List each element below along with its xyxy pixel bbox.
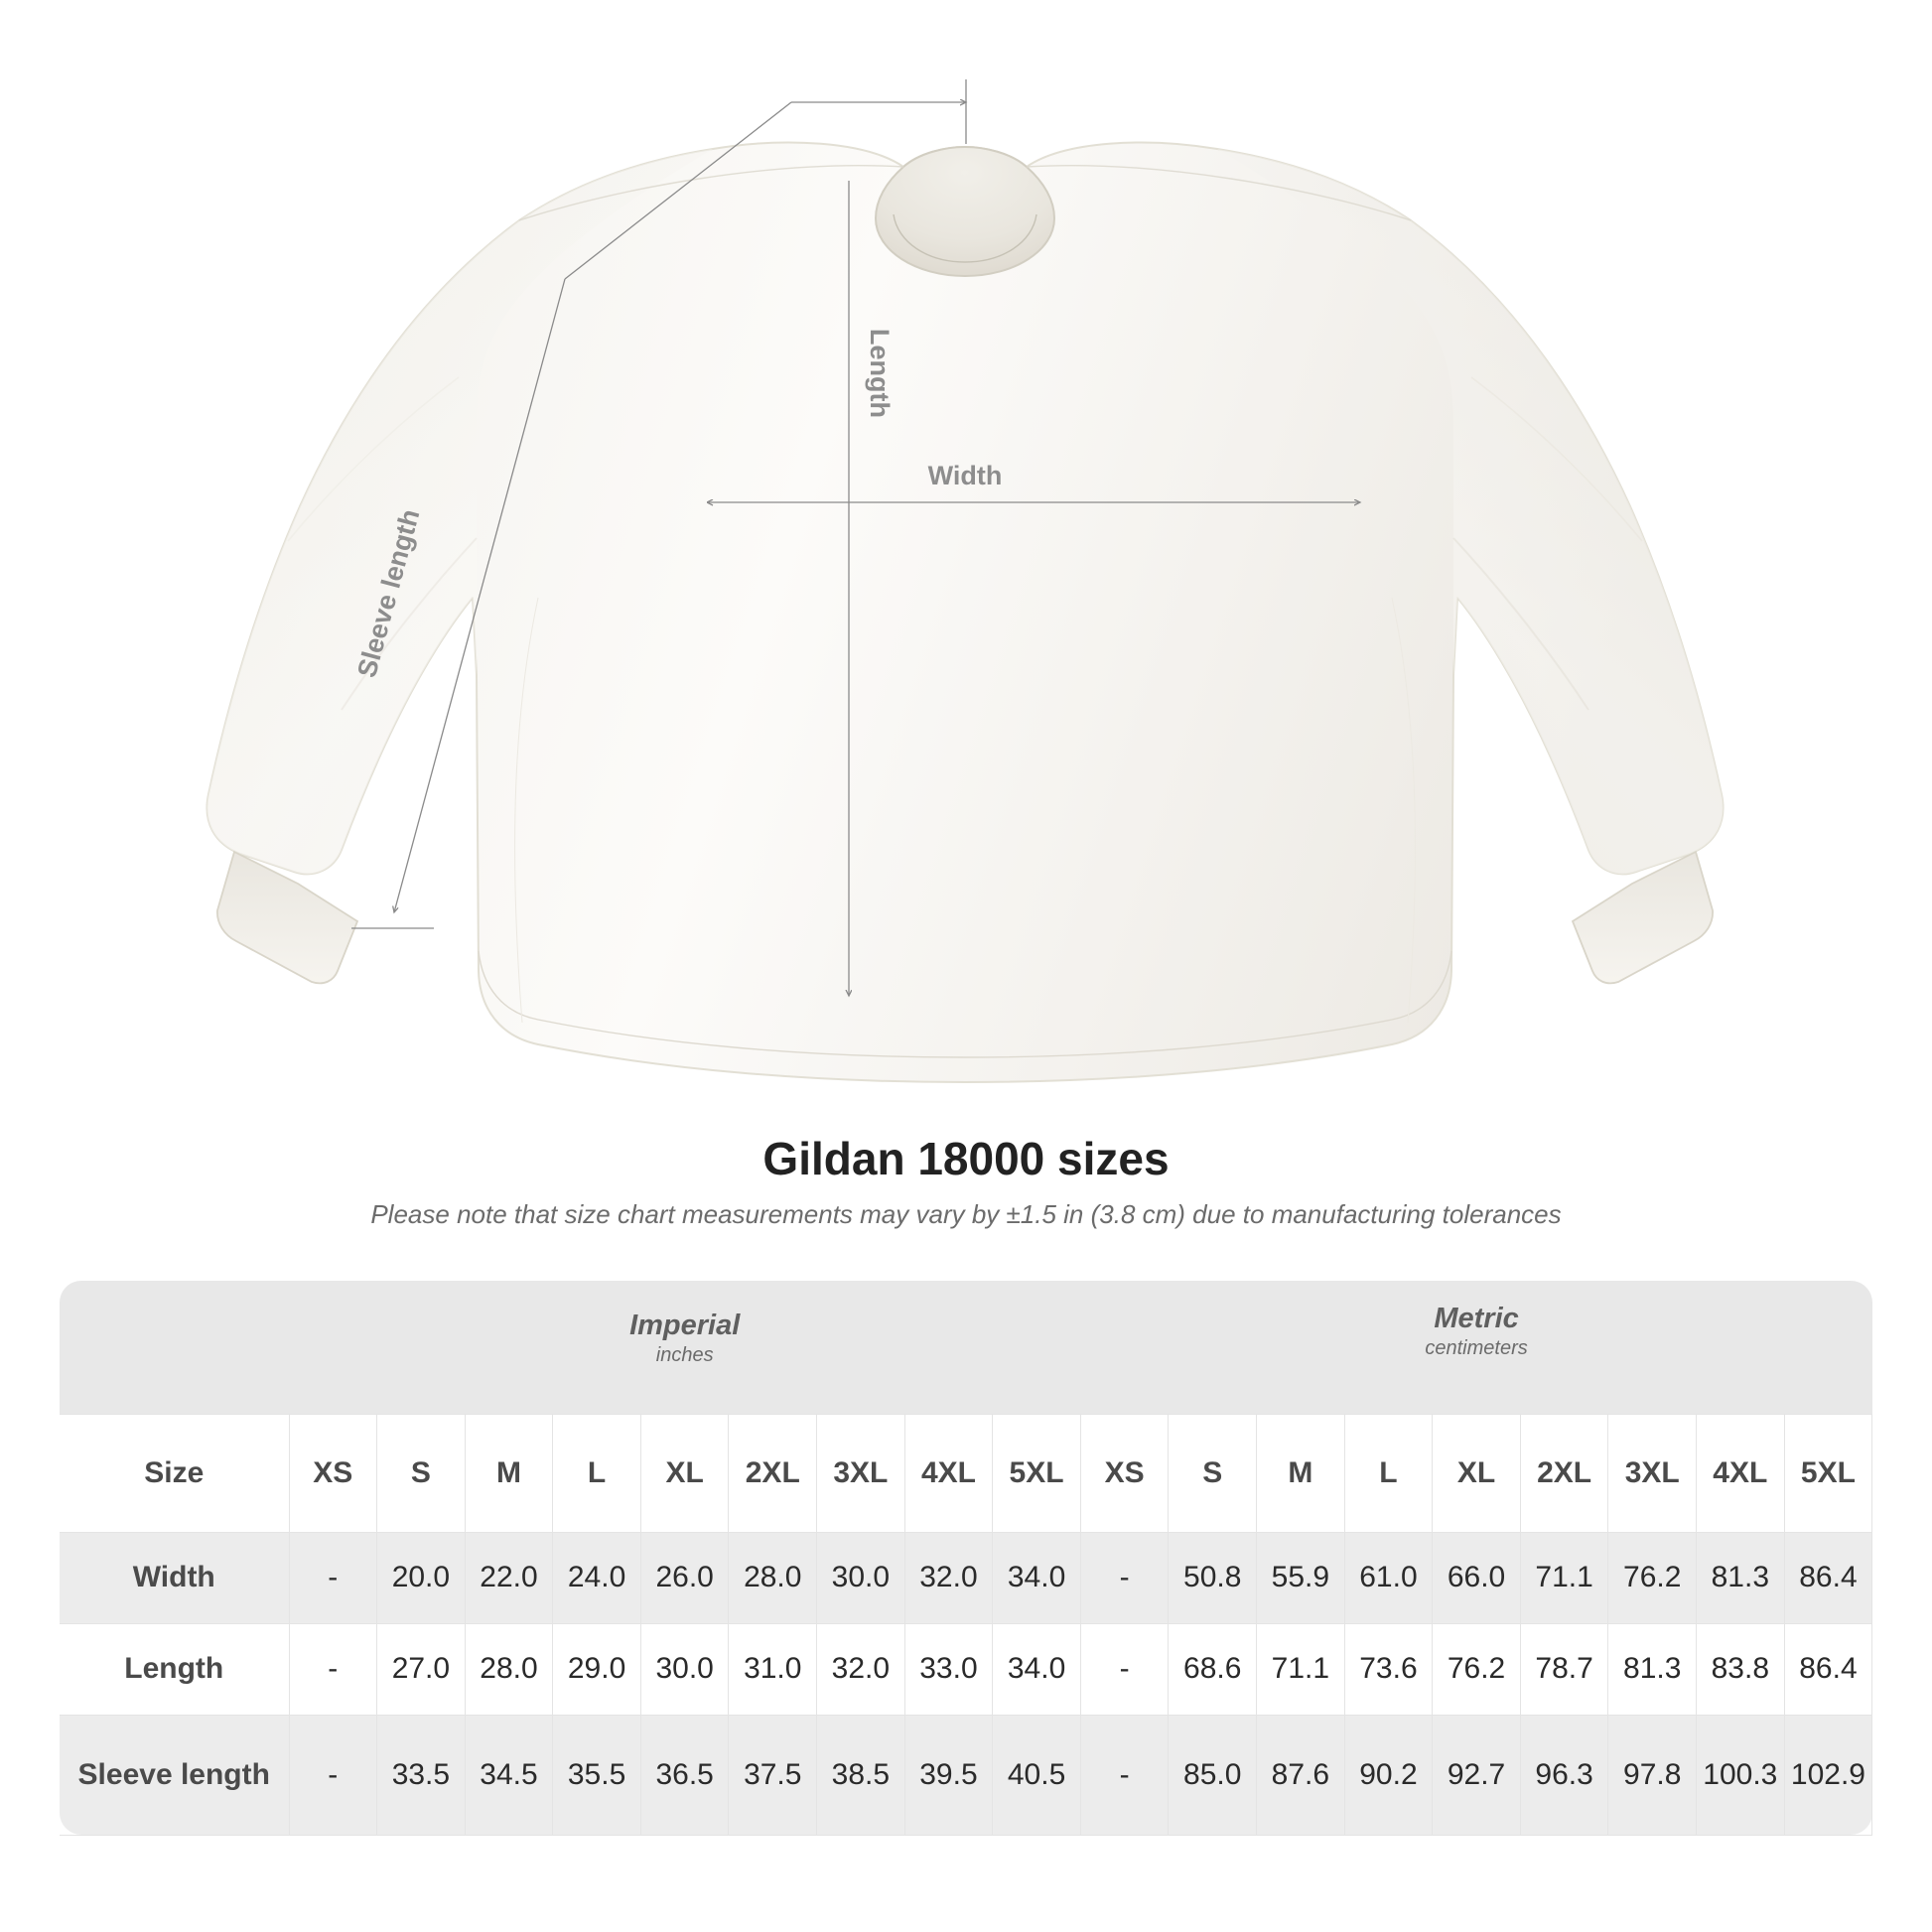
svg-text:Sleeve length: Sleeve length bbox=[351, 506, 425, 681]
svg-text:Width: Width bbox=[928, 461, 1003, 490]
svg-text:Length: Length bbox=[865, 329, 895, 418]
